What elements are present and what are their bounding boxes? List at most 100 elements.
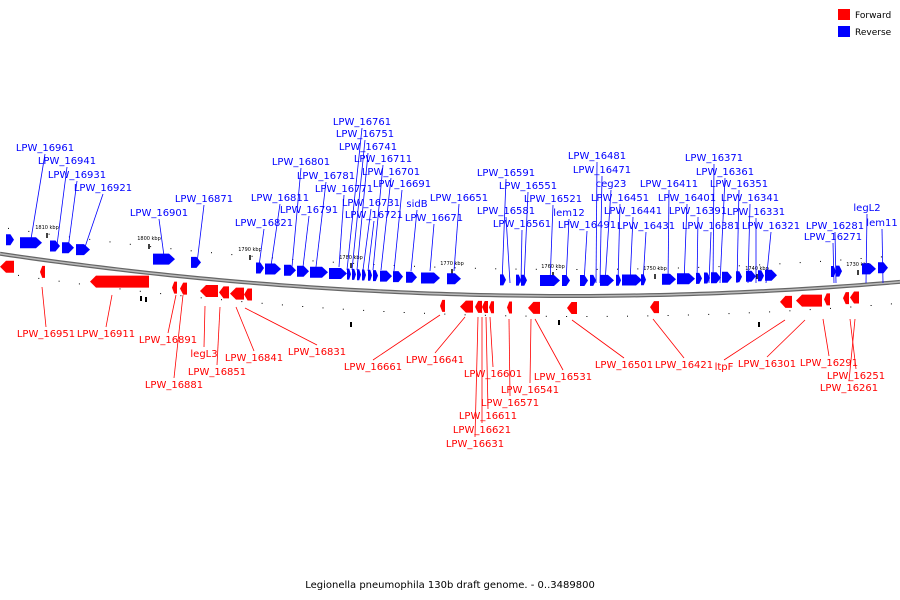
forward-gene-arrow (843, 292, 849, 305)
position-dot (687, 314, 689, 316)
position-dot (545, 315, 547, 317)
position-dot (789, 310, 791, 312)
reverse-gene-label: LPW_16331 (727, 207, 785, 218)
position-dot (302, 306, 304, 307)
forward-leader-line (372, 314, 441, 361)
position-dot (728, 313, 730, 315)
forward-gene-arrow (850, 291, 859, 304)
reverse-gene-arrow (284, 264, 296, 276)
reverse-leader-line (599, 175, 603, 284)
forward-gene-arrow (90, 275, 149, 288)
position-dot (830, 307, 831, 309)
reverse-gene-arrow (704, 272, 710, 284)
reverse-gene-label: LPW_16691 (373, 179, 431, 190)
reverse-gene-arrow (62, 242, 74, 254)
forward-gene-label: LPW_16251 (827, 371, 885, 382)
reverse-gene-label: LPW_16391 (669, 206, 727, 217)
reverse-leader-line (617, 203, 621, 284)
forward-gene-arrow (780, 295, 792, 308)
scale-tick-label: 1780 kbp (339, 255, 363, 261)
forward-gene-arrow (230, 287, 244, 300)
position-dot (596, 268, 598, 270)
forward-gene-label: LPW_16611 (459, 411, 517, 422)
position-dot (759, 264, 761, 266)
reverse-gene-arrow (622, 274, 642, 286)
reverse-gene-label: LPW_16721 (345, 210, 403, 221)
reverse-leader-line (683, 203, 688, 284)
position-dot (809, 309, 811, 311)
scale-tick-label: 1770 kbp (440, 261, 464, 267)
reverse-leader-line (719, 177, 726, 284)
legend-forward-label: Forward (855, 11, 891, 21)
reverse-gene-arrow (153, 253, 175, 265)
reverse-gene-arrow (862, 263, 876, 275)
reverse-gene-arrow (447, 273, 461, 285)
reverse-gene-arrow (373, 270, 378, 282)
reverse-leader-line (505, 216, 511, 284)
position-dot (677, 267, 679, 269)
position-dot (251, 255, 253, 257)
reverse-gene-label: LPW_16961 (16, 143, 74, 154)
reverse-gene-label: LPW_16341 (721, 193, 779, 204)
position-dot (403, 312, 405, 313)
forward-leader-line (849, 318, 857, 370)
position-tick-small (350, 322, 352, 327)
reverse-leader-line (56, 166, 68, 246)
reverse-gene-arrow (600, 274, 614, 286)
legend-forward-swatch (838, 9, 850, 20)
reverse-gene-label: LPW_16751 (336, 129, 394, 140)
reverse-leader-line (270, 203, 281, 267)
reverse-gene-label: lem11 (866, 218, 897, 229)
reverse-gene-label: LPW_16321 (742, 221, 800, 232)
label-leader-lines (29, 127, 884, 438)
forward-gene-label: LPW_16951 (17, 329, 75, 340)
position-dot (769, 311, 771, 313)
forward-leader-line (652, 318, 685, 359)
reverse-leader-line (520, 229, 523, 284)
position-dot (28, 230, 30, 232)
reverse-gene-arrow (297, 265, 309, 277)
reverse-gene-arrow (20, 237, 42, 249)
position-dot (474, 267, 476, 269)
reverse-leader-line (356, 152, 369, 271)
forward-gene-arrow (824, 293, 830, 306)
reverse-leader-line (583, 230, 588, 284)
reverse-gene-arrow (421, 272, 440, 284)
position-dot (58, 280, 60, 282)
reverse-leader-line (158, 218, 165, 257)
reverse-leader-line (67, 180, 78, 250)
position-dot (231, 254, 233, 256)
reverse-gene-arrow (265, 263, 281, 275)
position-dot (8, 227, 9, 229)
position-dot (495, 268, 497, 270)
forward-gene-arrow (460, 300, 473, 313)
position-dot (870, 305, 872, 306)
reverse-gene-label: LPW_16771 (315, 184, 373, 195)
reverse-gene-label: LPW_16651 (430, 193, 488, 204)
reverse-leader-line (549, 204, 554, 284)
legend-reverse-label: Reverse (855, 28, 892, 38)
reverse-leader-line (338, 194, 345, 268)
reverse-leader-line (832, 242, 835, 284)
forward-gene-label: legL3 (190, 349, 217, 360)
forward-leader-line (848, 318, 856, 382)
forward-gene-arrow (528, 301, 540, 314)
forward-gene-label: LPW_16261 (820, 383, 878, 394)
reverse-gene-arrow (736, 271, 742, 283)
position-dot (139, 290, 141, 292)
position-dot (779, 263, 781, 265)
position-dot (18, 274, 19, 276)
forward-gene-arrow (219, 286, 229, 299)
position-dot (363, 309, 365, 311)
forward-gene-arrow (482, 301, 488, 314)
forward-gene-arrow (440, 299, 445, 312)
position-dot (738, 265, 740, 267)
position-dot (129, 243, 131, 245)
position-dot (190, 250, 192, 252)
forward-gene-arrow (567, 301, 577, 314)
reverse-gene-arrow (746, 270, 756, 282)
reverse-gene-label: LPW_16471 (573, 165, 631, 176)
position-dot (414, 265, 415, 267)
reverse-leader-line (429, 223, 435, 272)
position-dot (342, 308, 344, 310)
